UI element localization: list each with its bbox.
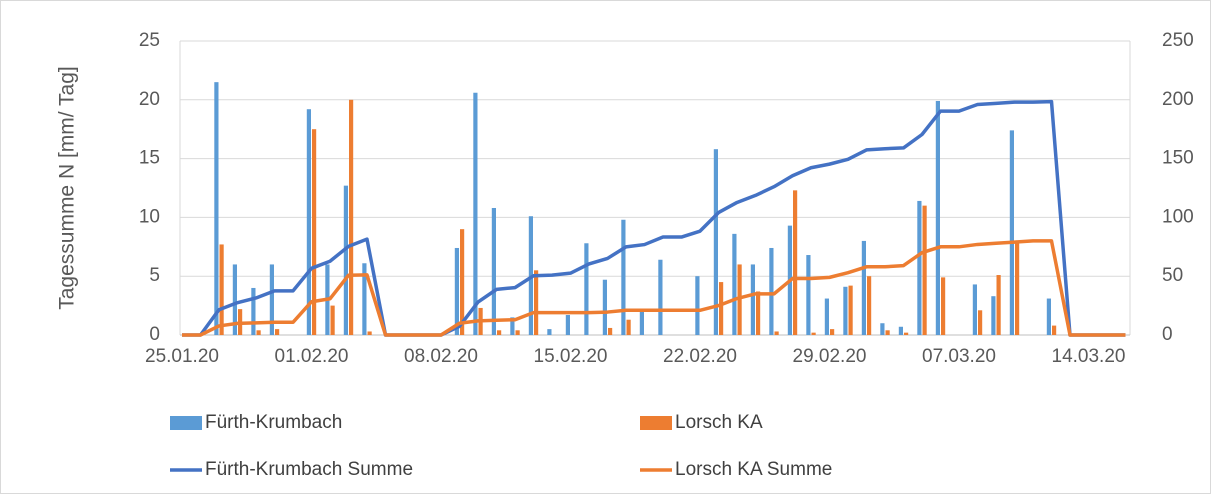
- bar: [608, 327, 613, 335]
- x-tick-label: 25.01.20: [145, 346, 219, 367]
- bar: [621, 219, 626, 335]
- bar: [510, 317, 515, 335]
- bar: [460, 229, 465, 335]
- bar: [306, 109, 311, 335]
- x-tick-label: 07.03.20: [922, 346, 996, 367]
- bar: [275, 329, 280, 335]
- y-tick-label: 0: [149, 324, 160, 345]
- bar: [756, 291, 761, 335]
- bar: [343, 185, 348, 335]
- bar: [547, 329, 552, 335]
- y2-tick-label: 100: [1162, 206, 1194, 227]
- bar: [232, 264, 237, 335]
- bar: [904, 332, 909, 335]
- y2-tick-label: 150: [1162, 148, 1194, 169]
- y2-tick-label: 0: [1162, 324, 1173, 345]
- bar: [880, 323, 885, 335]
- bar: [214, 82, 219, 335]
- bar: [719, 282, 724, 335]
- legend-label: Lorsch KA Summe: [675, 459, 832, 480]
- x-tick-label: 14.03.20: [1052, 346, 1126, 367]
- y-tick-label: 20: [139, 89, 160, 110]
- y-tick-label: 10: [139, 206, 160, 227]
- bar: [602, 279, 607, 335]
- bar: [806, 255, 811, 335]
- bar: [626, 319, 631, 335]
- bar: [935, 100, 940, 335]
- x-tick-label: 01.02.20: [275, 346, 349, 367]
- legend-label: Fürth-Krumbach Summe: [205, 459, 413, 480]
- bar: [639, 311, 644, 335]
- x-tick-label: 29.02.20: [793, 346, 867, 367]
- bar: [1046, 298, 1051, 335]
- bar: [922, 205, 927, 335]
- bar: [843, 286, 848, 335]
- bar: [991, 296, 996, 335]
- bar: [867, 276, 872, 335]
- bar: [824, 298, 829, 335]
- bar: [1009, 130, 1014, 335]
- bar: [497, 330, 502, 335]
- bar: [737, 264, 742, 335]
- y2-tick-label: 200: [1162, 89, 1194, 110]
- legend-swatch: [170, 416, 202, 430]
- bar: [256, 330, 261, 335]
- y2-tick-label: 250: [1162, 30, 1194, 51]
- bar: [1015, 240, 1020, 335]
- bar: [898, 326, 903, 335]
- line: [182, 99, 1126, 337]
- bar: [972, 284, 977, 335]
- bar: [534, 270, 539, 335]
- legend-label: Fürth-Krumbach: [205, 412, 342, 433]
- y-tick-label: 5: [149, 265, 160, 286]
- line: [182, 239, 1126, 337]
- bar: [830, 329, 835, 335]
- bar: [811, 332, 816, 335]
- bar: [312, 129, 317, 335]
- y-tick-label: 15: [139, 148, 160, 169]
- bar: [251, 287, 256, 335]
- x-tick-label: 08.02.20: [404, 346, 478, 367]
- bar: [848, 285, 853, 335]
- y-axis-label: Tagessumme N [mm/ Tag]: [56, 66, 79, 310]
- bar: [658, 259, 663, 335]
- bar: [349, 99, 354, 335]
- bar: [695, 276, 700, 335]
- bar: [269, 264, 274, 335]
- bar: [454, 247, 459, 335]
- bar: [584, 243, 589, 335]
- bar: [996, 275, 1001, 335]
- bar: [515, 330, 520, 335]
- bar: [367, 331, 372, 335]
- bar: [473, 92, 478, 335]
- bar: [732, 233, 737, 335]
- bar: [978, 310, 983, 335]
- bar: [330, 305, 335, 335]
- bar: [769, 247, 774, 335]
- x-tick-label: 22.02.20: [663, 346, 737, 367]
- x-tick-label: 15.02.20: [534, 346, 608, 367]
- legend-swatch: [640, 416, 672, 430]
- bar: [941, 277, 946, 335]
- bar: [793, 190, 798, 335]
- bar: [885, 330, 890, 335]
- bar: [1052, 325, 1057, 335]
- y-tick-label: 25: [139, 30, 160, 51]
- bar: [362, 263, 367, 335]
- y2-tick-label: 50: [1162, 265, 1183, 286]
- legend-label: Lorsch KA: [675, 412, 763, 433]
- bar: [917, 200, 922, 335]
- bar: [861, 240, 866, 335]
- bar: [565, 315, 570, 335]
- bar: [491, 207, 496, 335]
- bar: [219, 244, 224, 335]
- bar: [750, 264, 755, 335]
- bar: [713, 149, 718, 335]
- bar: [774, 331, 779, 335]
